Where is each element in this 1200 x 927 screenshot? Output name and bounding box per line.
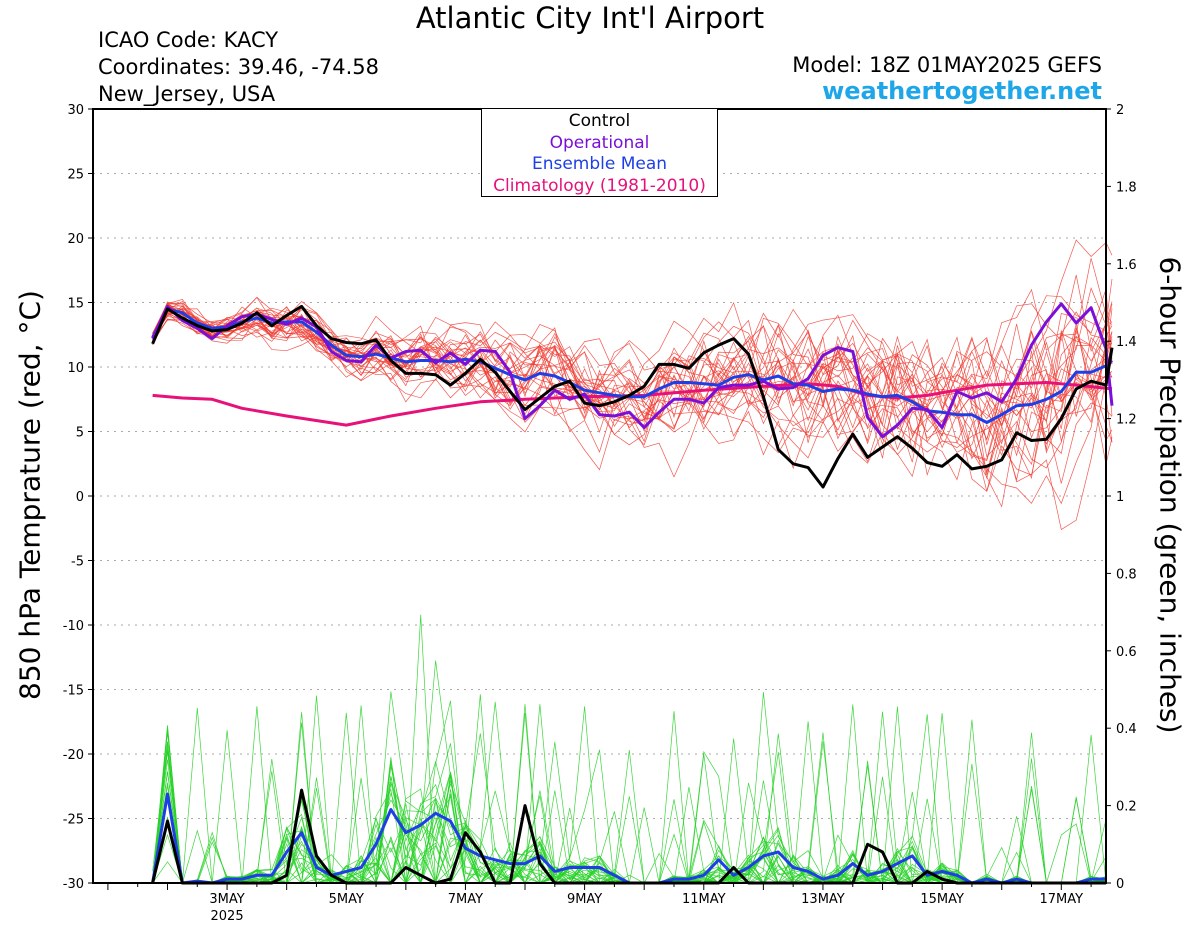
- legend: Control Operational Ensemble Mean Climat…: [481, 108, 718, 197]
- control-temp-line: [151, 304, 1114, 489]
- y2-tick-label: 0.2: [1116, 800, 1137, 815]
- y-tick-label: -20: [63, 748, 84, 763]
- y-tick-label: -30: [63, 877, 84, 892]
- gridlines: [93, 173, 1106, 819]
- x-tick-label: 11MAY: [682, 892, 726, 907]
- x-tick-label: 7MAY: [448, 892, 483, 907]
- y2-tick-label: 1: [1116, 490, 1124, 505]
- region: New_Jersey, USA: [98, 82, 276, 106]
- member-precip-line: [152, 706, 1107, 885]
- y2-tick-label: 2: [1116, 103, 1124, 118]
- y2-tick-label: 1.2: [1116, 413, 1137, 428]
- legend-control: Control: [568, 111, 631, 131]
- climatology-1981-2010-temp-line: [152, 381, 1113, 427]
- y-tick-label: 30: [67, 103, 84, 118]
- y-tick-label: 0: [76, 490, 84, 505]
- y2-tick-label: 0.8: [1116, 567, 1137, 582]
- y-tick-label: -10: [63, 619, 84, 634]
- y-tick-label: 25: [67, 168, 84, 183]
- brand-link[interactable]: weathertogether.net: [822, 77, 1102, 105]
- x-tick-label: 13MAY: [801, 892, 845, 907]
- ensemble-mean-precip-line: [151, 792, 1106, 885]
- member-precip-line: [152, 741, 1107, 884]
- operational-temp-line: [151, 302, 1114, 439]
- x-tick-sublabel: 2025: [211, 909, 244, 924]
- coordinates: Coordinates: 39.46, -74.58: [98, 55, 379, 79]
- y2-tick-label: 1.4: [1116, 335, 1137, 350]
- member-temp-line: [152, 303, 1113, 469]
- y-tick-label: -5: [71, 555, 84, 570]
- member-precip-line: [152, 714, 1107, 885]
- legend-climatology: Climatology (1981-2010): [493, 175, 706, 196]
- member-precip-line: [152, 711, 1107, 884]
- y-tick-label: 5: [76, 426, 84, 441]
- y-tick-label: -25: [63, 813, 84, 828]
- y2-tick-label: 1.6: [1116, 258, 1137, 273]
- axes: 302520151050-5-10-15-20-25-3021.81.61.41…: [63, 103, 1137, 924]
- y2-tick-label: 0.4: [1116, 722, 1137, 737]
- x-tick-label: 3MAY: [209, 892, 244, 907]
- y2-tick-label: 1.8: [1116, 180, 1137, 195]
- chart-title: Atlantic City Int'l Airport: [415, 1, 765, 35]
- member-precip-line: [152, 741, 1107, 884]
- legend-ensemble-mean: Ensemble Mean: [531, 154, 668, 174]
- x-tick-label: 15MAY: [920, 892, 964, 907]
- x-tick-label: 17MAY: [1040, 892, 1084, 907]
- y2-tick-label: 0.6: [1116, 645, 1137, 660]
- ensemble-mean-temp-line: [151, 307, 1113, 424]
- y-tick-label: 10: [67, 361, 84, 376]
- y-tick-label: 20: [67, 232, 84, 247]
- ensemble-members: [152, 239, 1113, 885]
- icao-code: ICAO Code: KACY: [98, 28, 279, 52]
- member-precip-line: [152, 706, 1107, 885]
- y2-tick-label: 0: [1116, 877, 1124, 892]
- model-run: Model: 18Z 01MAY2025 GEFS: [792, 53, 1102, 77]
- y-tick-label: 15: [67, 297, 84, 312]
- member-temp-line: [152, 288, 1113, 429]
- x-tick-label: 5MAY: [329, 892, 364, 907]
- member-temp-line: [152, 296, 1113, 478]
- member-temp-line: [152, 306, 1113, 454]
- x-tick-label: 9MAY: [567, 892, 602, 907]
- legend-operational: Operational: [549, 132, 650, 153]
- y-tick-label: -15: [63, 684, 84, 699]
- member-precip-line: [152, 738, 1107, 885]
- member-temp-line: [152, 296, 1113, 492]
